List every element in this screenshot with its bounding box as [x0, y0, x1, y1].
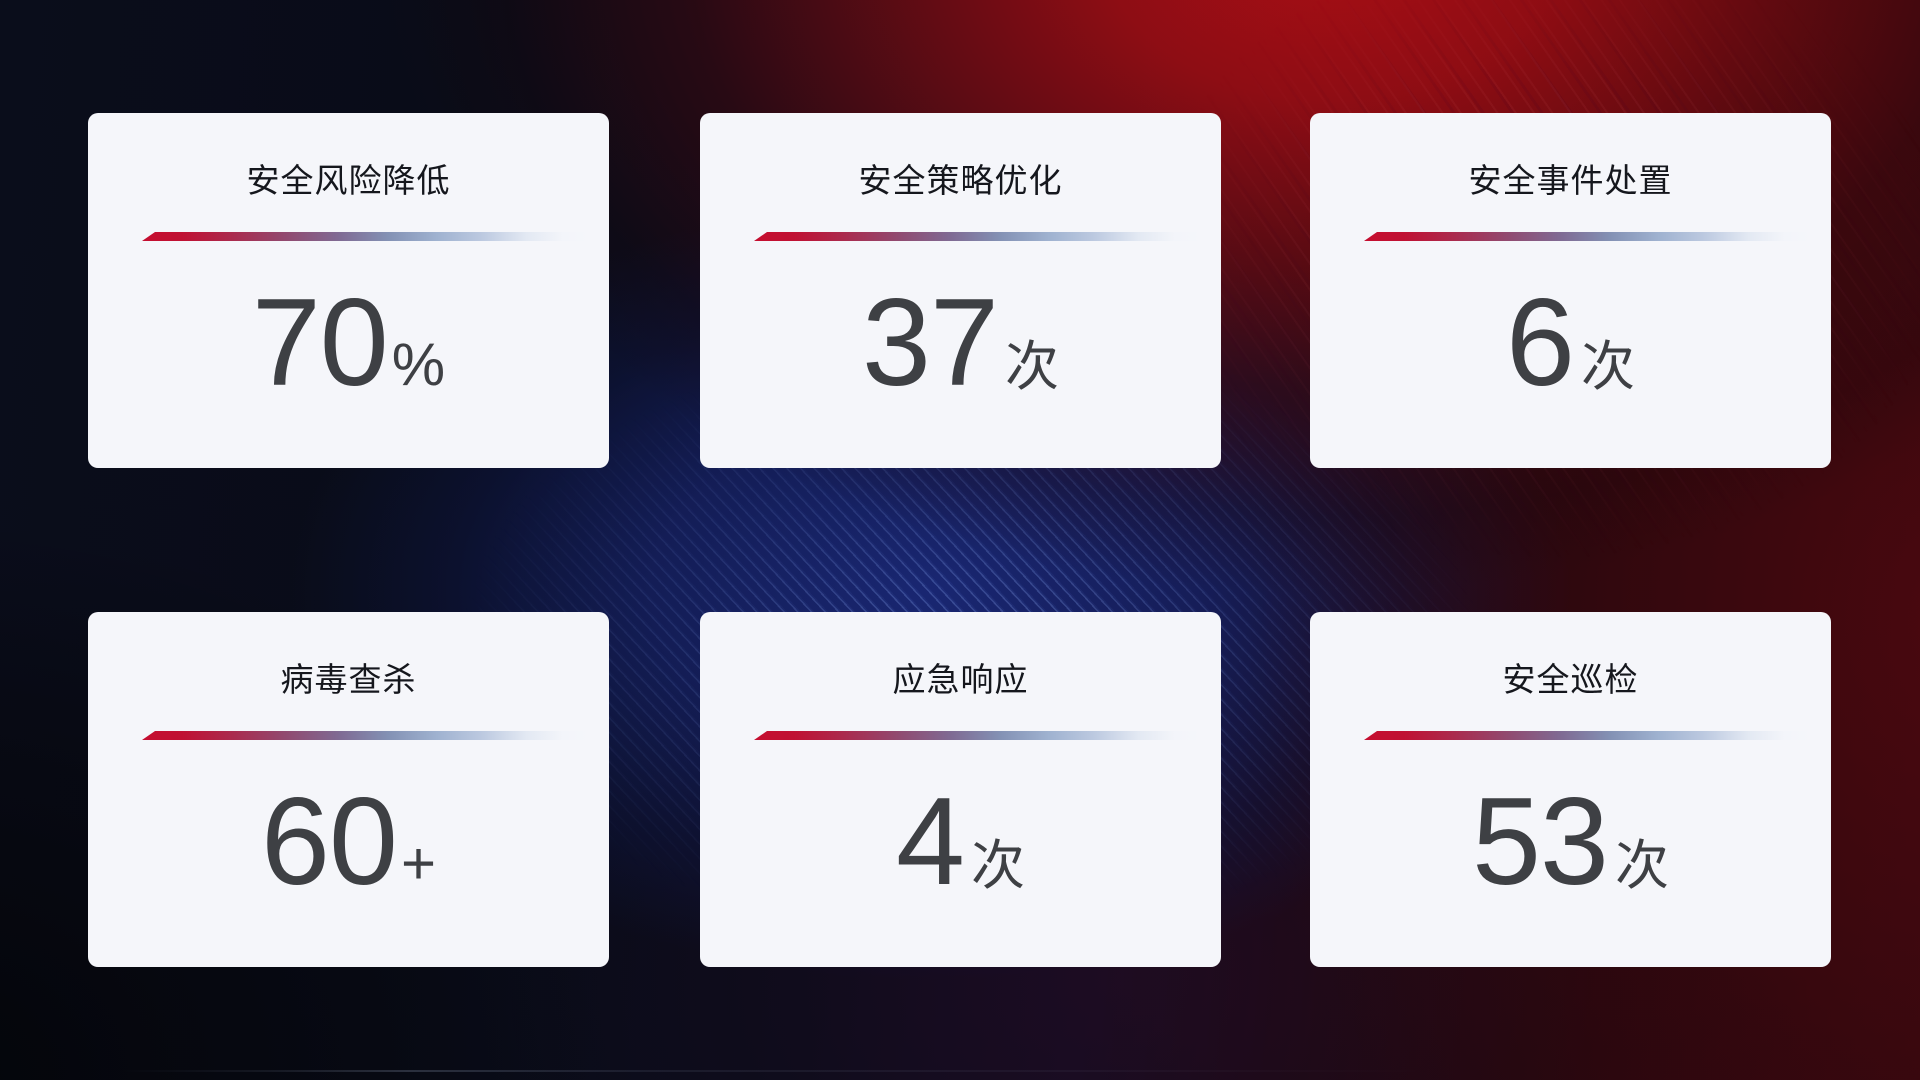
- stat-unit: 次: [970, 836, 1025, 896]
- card-title: 安全巡检: [1502, 661, 1639, 698]
- stat-unit: 次: [1614, 836, 1669, 896]
- stat-card-security-inspection: 安全巡检 53 次: [1310, 612, 1831, 967]
- card-title: 安全事件处置: [1468, 162, 1673, 199]
- stat-card-security-policy-optimization: 安全策略优化 37 次: [700, 113, 1221, 468]
- accent-divider-line: [142, 731, 589, 740]
- stat-value-group: 70%: [88, 281, 609, 405]
- accent-divider-line: [142, 232, 589, 241]
- stat-number: 4: [896, 773, 965, 911]
- stat-number: 70: [251, 274, 389, 412]
- stat-unit: +: [400, 830, 436, 897]
- card-title: 病毒查杀: [280, 661, 417, 698]
- accent-divider-line: [1364, 232, 1811, 241]
- accent-divider-line: [754, 232, 1201, 241]
- stat-unit: 次: [1004, 337, 1059, 397]
- stat-card-virus-scan: 病毒查杀 60+: [88, 612, 609, 967]
- stat-unit: 次: [1580, 337, 1635, 397]
- card-title: 应急响应: [892, 661, 1029, 698]
- stat-card-security-risk-reduction: 安全风险降低 70%: [88, 113, 609, 468]
- stat-number: 53: [1472, 773, 1609, 911]
- stat-value-group: 60+: [88, 780, 609, 904]
- accent-divider-line: [1364, 731, 1811, 740]
- card-title: 安全风险降低: [246, 162, 451, 199]
- bottom-light-streak: [120, 1070, 1430, 1072]
- accent-divider-line: [754, 731, 1201, 740]
- stat-number: 6: [1506, 274, 1575, 412]
- stat-number: 60: [261, 773, 398, 911]
- stat-number: 37: [862, 274, 999, 412]
- stat-unit: %: [391, 331, 446, 398]
- stat-value-group: 37 次: [700, 281, 1221, 405]
- stat-value-group: 53 次: [1310, 780, 1831, 904]
- card-title: 安全策略优化: [858, 162, 1063, 199]
